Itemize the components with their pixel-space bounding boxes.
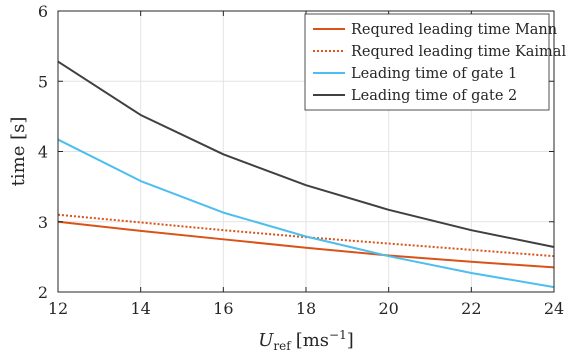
series-lines (57, 60, 555, 289)
legend-label: Requred leading time Kaimal (351, 44, 566, 60)
x-tick-label: 18 (296, 299, 316, 318)
y-tick-label: 4 (38, 143, 48, 162)
y-tick-label: 2 (38, 283, 48, 302)
y-tick-label: 6 (38, 2, 48, 21)
x-tick-label: 16 (213, 299, 233, 318)
x-tick-label: 12 (48, 299, 68, 318)
legend-label: Leading time of gate 2 (351, 88, 517, 104)
legend-label: Requred leading time Mann (351, 22, 557, 38)
axis-ticks: 12 14 16 18 20 22 24 2 3 4 5 6 (38, 2, 564, 318)
series-line-1 (57, 220, 555, 269)
series-line-4 (57, 60, 555, 249)
x-axis-label-units: [ms (296, 330, 329, 351)
x-axis-label-close: ] (347, 330, 354, 351)
x-axis-label-main: U (258, 330, 274, 351)
x-tick-label: 22 (461, 299, 481, 318)
x-tick-label: 14 (130, 299, 150, 318)
y-axis-label: time [s] (8, 117, 29, 187)
series-line-3 (57, 138, 555, 289)
x-tick-label: 24 (544, 299, 564, 318)
x-axis-label: Uref [ms−1] (258, 328, 354, 353)
x-tick-label: 20 (378, 299, 398, 318)
legend-box (304, 13, 550, 111)
y-tick-label: 3 (38, 213, 48, 232)
x-axis-label-exponent: −1 (329, 328, 347, 342)
x-axis-label-subscript: ref (273, 339, 292, 353)
legend-label: Leading time of gate 1 (351, 66, 517, 82)
y-tick-label: 5 (38, 72, 48, 91)
legend: Requred leading time Mann Requred leading… (304, 13, 566, 111)
